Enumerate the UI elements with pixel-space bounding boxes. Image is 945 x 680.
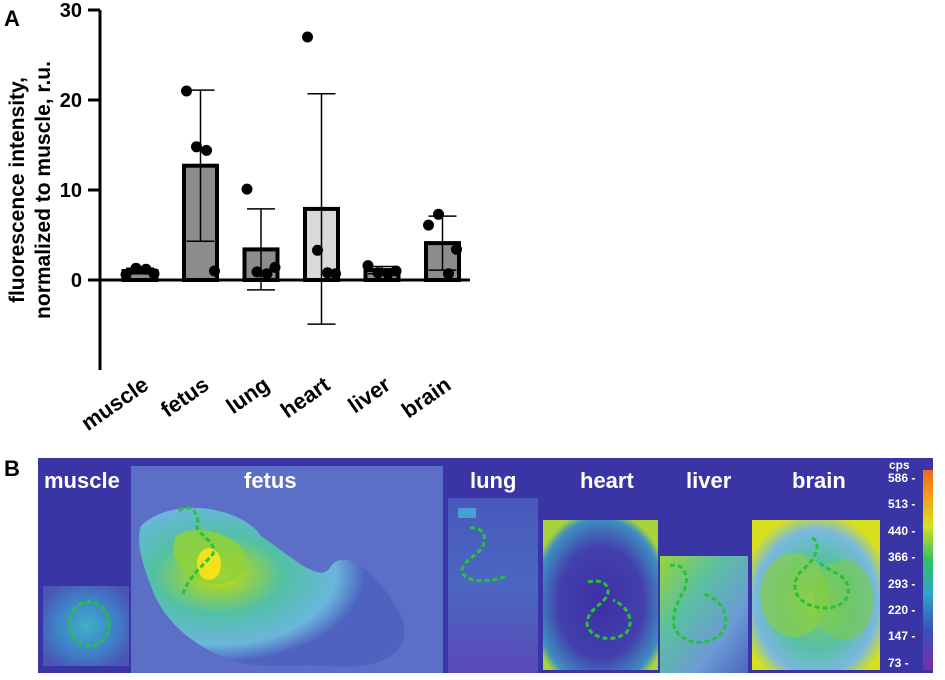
x-tick-label-brain: brain xyxy=(397,372,455,423)
y-tick-label-0: 0 xyxy=(71,270,82,292)
point-heart-1 xyxy=(302,31,313,43)
colorbar-tick-440: 440 - xyxy=(888,523,916,538)
point-brain-2 xyxy=(433,208,444,220)
heart-scan xyxy=(543,520,658,670)
point-heart-2 xyxy=(312,244,323,256)
imaging-label-muscle: muscle xyxy=(44,468,120,493)
imaging-label-lung: lung xyxy=(470,468,517,493)
point-brain-3 xyxy=(443,268,454,280)
colorbar xyxy=(923,470,933,670)
liver-scan xyxy=(660,556,748,673)
point-fetus-4 xyxy=(209,265,220,277)
imaging-label-fetus: fetus xyxy=(244,468,297,493)
colorbar-tick-366: 366 - xyxy=(888,550,916,565)
point-liver-4 xyxy=(390,265,402,277)
imaging-label-liver: liver xyxy=(686,468,732,493)
point-lung-2 xyxy=(251,266,263,278)
point-liver-1 xyxy=(362,260,374,272)
point-muscle-3 xyxy=(140,263,152,275)
x-tick-label-liver: liver xyxy=(343,371,395,418)
point-liver-2 xyxy=(372,267,384,279)
x-axis-labels: muscle fetus lung heart liver brain xyxy=(76,371,455,435)
imaging-label-brain: brain xyxy=(792,468,846,493)
point-fetus-1 xyxy=(181,85,192,97)
y-tick-label-30: 30 xyxy=(60,0,82,22)
point-fetus-2 xyxy=(191,141,202,153)
x-tick-label-fetus: fetus xyxy=(156,372,213,423)
muscle-scan xyxy=(43,586,129,666)
bars xyxy=(121,163,461,283)
brain-scan xyxy=(752,520,880,670)
point-fetus-3 xyxy=(201,144,212,156)
colorbar-tick-220: 220 - xyxy=(888,603,916,617)
point-lung-3 xyxy=(261,268,273,280)
point-brain-1 xyxy=(423,219,434,231)
x-tick-label-muscle: muscle xyxy=(76,372,152,436)
colorbar-tick-293: 293 - xyxy=(888,576,916,591)
point-muscle-1 xyxy=(120,269,132,281)
colorbar-tick-513: 513 - xyxy=(888,497,916,512)
point-lung-1 xyxy=(241,183,253,195)
data-points xyxy=(120,31,462,281)
point-muscle-4 xyxy=(148,268,160,280)
point-heart-4 xyxy=(330,268,341,280)
panel-a-label: A xyxy=(4,6,20,31)
error-bars xyxy=(126,89,457,325)
imaging-label-heart: heart xyxy=(580,468,634,493)
colorbar-tick-73: 73 - xyxy=(888,655,909,670)
fetus-scan xyxy=(131,466,443,673)
x-tick-label-lung: lung xyxy=(221,372,273,419)
lung-scan xyxy=(448,498,538,673)
point-muscle-2 xyxy=(130,262,142,274)
colorbar-unit: cps xyxy=(889,458,910,472)
x-tick-label-heart: heart xyxy=(276,371,335,423)
point-lung-4 xyxy=(269,261,281,273)
y-tick-label-10: 10 xyxy=(60,180,82,202)
y-axis: 0 10 20 30 xyxy=(60,0,102,370)
panel-b-label: B xyxy=(4,456,20,481)
point-heart-3 xyxy=(322,267,333,279)
y-axis-title-line-2: normalized to muscle, r.u. xyxy=(32,61,55,319)
colorbar-tick-147: 147 - xyxy=(888,629,916,644)
y-axis-title: fluorescence intensity, normalized to mu… xyxy=(6,61,55,319)
fluorescence-imaging-panel: muscle fetus lung heart liver brain cps … xyxy=(38,458,933,673)
y-axis-title-line-1: fluorescence intensity, xyxy=(6,77,29,303)
y-tick-label-20: 20 xyxy=(60,90,82,112)
colorbar-tick-586: 586 - xyxy=(888,471,916,485)
point-brain-4 xyxy=(451,243,462,255)
bar-chart: fluorescence intensity, normalized to mu… xyxy=(6,0,470,436)
